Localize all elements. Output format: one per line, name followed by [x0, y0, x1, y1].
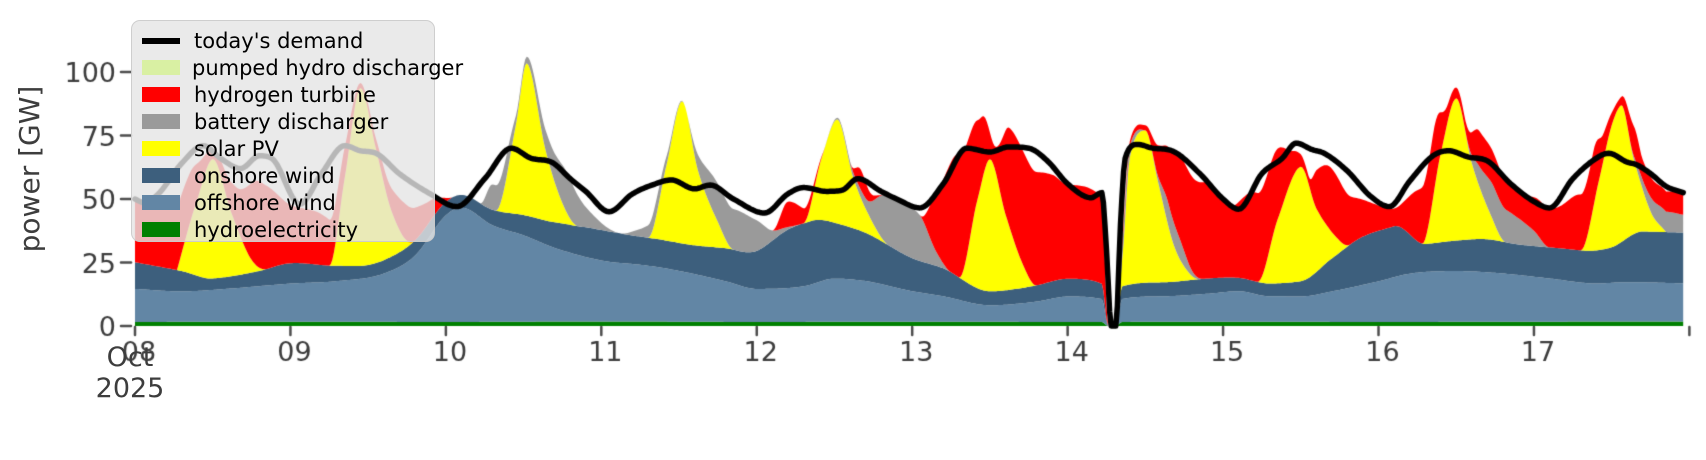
month-label: Oct — [106, 342, 154, 373]
legend-item-hydrogen-turbine: hydrogen turbine — [132, 81, 434, 108]
legend-item-demand: today's demand — [132, 27, 434, 54]
legend-swatch-box — [142, 114, 182, 129]
hydrogen-turbine-swatch-icon — [142, 87, 180, 102]
legend-label: pumped hydro discharger — [192, 55, 464, 80]
year-label: 2025 — [95, 373, 165, 404]
legend-label: onshore wind — [194, 163, 335, 188]
x-axis-offset-label: Oct 2025 — [92, 342, 168, 404]
legend-label: solar PV — [194, 136, 279, 161]
legend-label: hydroelectricity — [194, 217, 359, 242]
offshore-wind-swatch-icon — [142, 195, 180, 210]
legend: today's demand pumped hydro discharger h… — [131, 20, 463, 243]
hydroelectricity-swatch-icon — [142, 222, 180, 237]
legend-label: hydrogen turbine — [194, 82, 376, 107]
onshore-wind-swatch-icon — [142, 168, 180, 183]
solar-swatch-icon — [142, 141, 180, 156]
legend-item-onshore-wind: onshore wind — [132, 162, 434, 189]
legend-swatch-box — [142, 195, 182, 210]
legend-item-solar: solar PV — [132, 135, 434, 162]
legend-label: today's demand — [194, 28, 364, 53]
legend-swatch-box — [142, 168, 182, 183]
legend-item-pumped-hydro: pumped hydro discharger — [132, 54, 463, 81]
legend-item-battery: battery discharger — [132, 108, 434, 135]
y-axis-label: power [GW] — [13, 85, 46, 253]
legend-swatch-box — [142, 141, 182, 156]
battery-swatch-icon — [142, 114, 180, 129]
legend-swatch-box — [142, 87, 182, 102]
legend-swatch-box — [142, 60, 180, 75]
pumped-hydro-swatch-icon — [142, 60, 180, 75]
legend-label: battery discharger — [194, 109, 389, 134]
demand-line-swatch-icon — [142, 37, 180, 44]
legend-swatch-box — [142, 222, 182, 237]
legend-label: offshore wind — [194, 190, 336, 215]
legend-item-offshore-wind: offshore wind — [132, 189, 434, 216]
legend-swatch-box — [142, 37, 182, 44]
legend-item-hydroelectricity: hydroelectricity — [132, 216, 434, 243]
